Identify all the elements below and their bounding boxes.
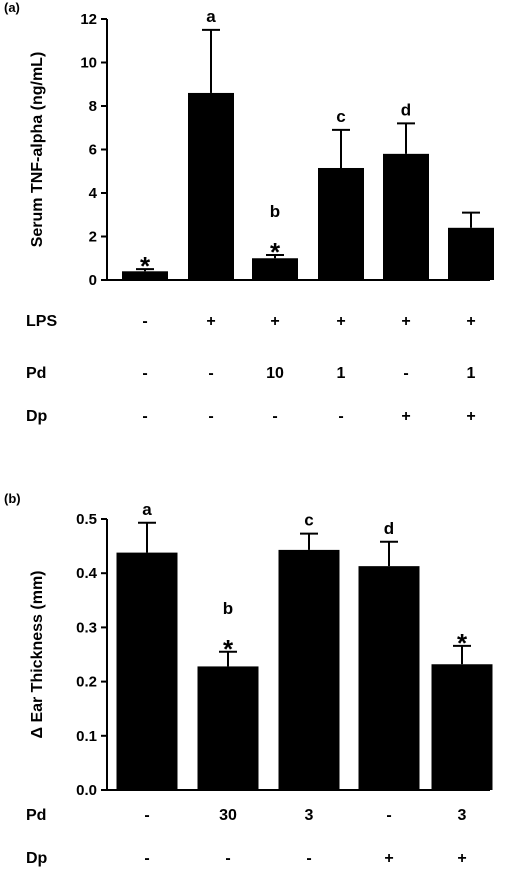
- treatment-row-label: Pd: [26, 807, 46, 824]
- bar: [383, 153, 429, 280]
- treatment-cell: -: [144, 807, 149, 824]
- treatment-cell: 30: [219, 807, 237, 824]
- significance-mark: a: [142, 500, 152, 519]
- treatment-cell: 10: [266, 365, 284, 382]
- treatment-cell: -: [225, 850, 230, 867]
- significance-mark: a: [206, 7, 216, 26]
- significance-mark: *: [270, 237, 281, 267]
- treatment-cell: -: [386, 807, 391, 824]
- y-tick-label: 10: [80, 55, 97, 72]
- treatment-cell: +: [466, 313, 475, 330]
- treatment-cell: -: [306, 850, 311, 867]
- y-tick-label: 0.5: [76, 511, 97, 528]
- significance-mark: *: [140, 251, 151, 281]
- bar: [116, 552, 178, 790]
- y-tick-label: 0.2: [76, 674, 97, 691]
- bar: [252, 258, 298, 280]
- y-tick-label: 0.4: [76, 565, 98, 582]
- treatment-cell: -: [208, 408, 213, 425]
- y-axis-label: Δ Ear Thickness (mm): [29, 571, 46, 739]
- treatment-cell: -: [403, 365, 408, 382]
- significance-mark: *: [223, 634, 234, 664]
- significance-mark: b: [223, 599, 233, 618]
- treatment-row-label: Pd: [26, 365, 46, 382]
- treatment-cell: -: [144, 850, 149, 867]
- bar: [358, 566, 420, 790]
- y-tick-label: 0.0: [76, 782, 97, 799]
- y-tick-label: 12: [80, 11, 97, 28]
- treatment-cell: -: [338, 408, 343, 425]
- y-tick-label: 6: [89, 142, 97, 159]
- treatment-cell: +: [401, 313, 410, 330]
- treatment-cell: 3: [305, 807, 314, 824]
- panel-label: (b): [4, 491, 21, 506]
- significance-mark: d: [401, 100, 411, 119]
- significance-mark: *: [457, 628, 468, 658]
- panel-a: (a) Serum TNF-alpha (ng/mL) 0 2 4 6 8 10 12 * a b * c…: [4, 0, 494, 425]
- bar: [197, 666, 259, 790]
- bar: [448, 227, 494, 280]
- y-tick-label: 4: [89, 185, 98, 202]
- treatment-cell: -: [142, 313, 147, 330]
- treatment-cell: -: [142, 365, 147, 382]
- y-tick-label: 0: [89, 272, 97, 289]
- treatment-cell: 1: [467, 365, 476, 382]
- y-tick-label: 2: [89, 229, 97, 246]
- significance-mark: c: [304, 511, 313, 530]
- treatment-cell: -: [272, 408, 277, 425]
- treatment-cell: +: [466, 408, 475, 425]
- significance-mark: b: [270, 202, 280, 221]
- bar: [318, 167, 364, 280]
- y-axis-label: Serum TNF-alpha (ng/mL): [29, 52, 46, 248]
- treatment-cell: +: [270, 313, 279, 330]
- panel-b: (b) Δ Ear Thickness (mm) 0.0 0.1 0.2 0.3 0.4 0.…: [4, 491, 493, 867]
- bar: [188, 92, 234, 280]
- treatment-row-label: Dp: [26, 850, 48, 867]
- treatment-cell: -: [208, 365, 213, 382]
- bar: [278, 549, 340, 790]
- treatment-cell: +: [457, 850, 466, 867]
- treatment-cell: 3: [458, 807, 467, 824]
- significance-mark: d: [384, 519, 394, 538]
- y-tick-label: 8: [89, 98, 97, 115]
- treatment-row-label: Dp: [26, 408, 48, 425]
- treatment-row-label: LPS: [26, 313, 57, 330]
- treatment-cell: +: [336, 313, 345, 330]
- bar: [122, 271, 168, 280]
- panel-label: (a): [4, 0, 20, 15]
- treatment-cell: +: [206, 313, 215, 330]
- treatment-cell: 1: [337, 365, 346, 382]
- treatment-cell: -: [142, 408, 147, 425]
- treatment-cell: +: [384, 850, 393, 867]
- treatment-cell: +: [401, 408, 410, 425]
- y-tick-label: 0.3: [76, 619, 97, 636]
- y-tick-label: 0.1: [76, 728, 97, 745]
- bar: [431, 664, 493, 790]
- significance-mark: c: [336, 107, 345, 126]
